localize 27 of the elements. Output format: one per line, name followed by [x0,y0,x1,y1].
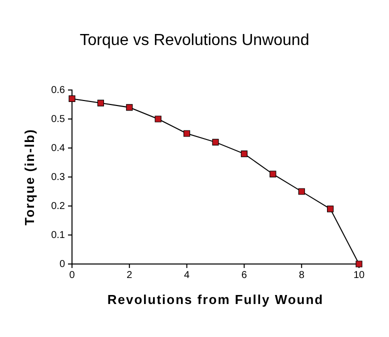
x-tick-label: 8 [298,270,305,282]
point [68,95,76,102]
x-tick-label: 4 [184,270,190,282]
y-tick-label: 0 [59,259,66,270]
point [126,104,133,111]
point [298,188,305,195]
point [240,150,248,158]
point [327,206,334,212]
y-tick-label: 0.2 [51,201,66,212]
point [97,100,104,106]
point [270,170,276,178]
y-tick-label: 0.5 [51,114,66,126]
chart-title: Torque vs Revolutions Unwound [80,32,310,49]
point [154,116,162,122]
point [212,138,219,146]
y-tick-label: 0.4 [51,143,66,154]
y-tick-label: 0.6 [51,85,66,96]
x-tick-label: 10 [353,270,365,282]
x-axis-title: Revolutions from Fully Wound [107,292,324,307]
y-tick-label: 0.3 [51,172,66,184]
x-tick-label: 0 [69,270,76,282]
x-tick-label: 2 [126,270,133,282]
point [184,130,190,137]
y-axis-title: Torque (in-lb) [22,128,37,226]
x-tick-label: 6 [241,270,248,282]
point [356,260,362,268]
y-tick-label: 0.1 [51,230,66,242]
